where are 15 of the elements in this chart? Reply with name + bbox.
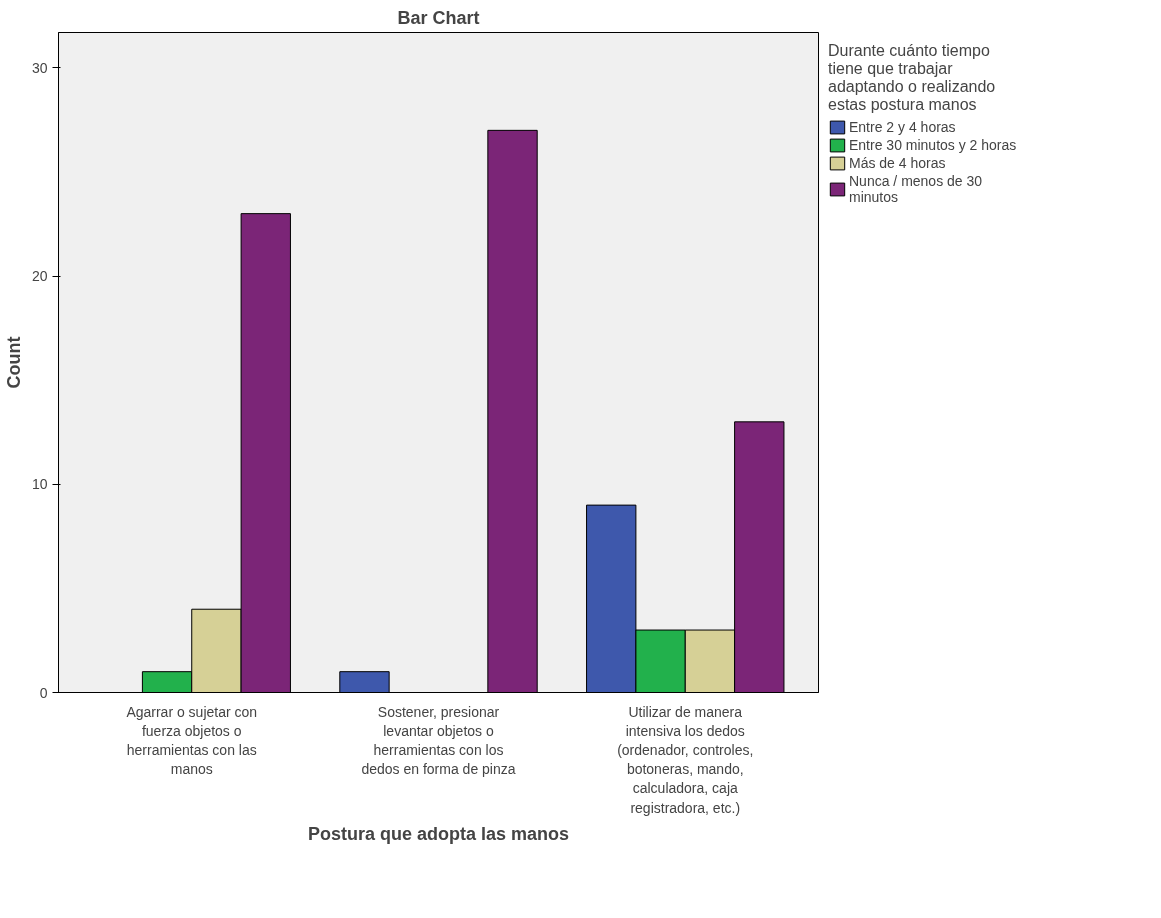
x-tick-label: Sostener, presionar levantar objetos o herramientas con los dedos en forma de pinza (361, 703, 516, 778)
x-tick-label: Agarrar o sujetar con fuerza objetos o herramientas con las manos (126, 703, 258, 778)
legend-label: Más de 4 horas (849, 155, 946, 171)
legend-title: Durante cuánto tiempo tiene que trabajar adaptando o realizando estas postura manos (828, 42, 997, 114)
y-tick-label: 0 (39, 684, 48, 701)
y-tick-label: 10 (31, 476, 48, 493)
chart-title: Bar Chart (397, 7, 480, 28)
y-axis-title: Count (3, 336, 24, 389)
y-tick-label: 30 (31, 59, 48, 76)
x-axis-title: Postura que adopta las manos (307, 823, 570, 844)
legend-label: Entre 30 minutos y 2 horas (849, 137, 1017, 153)
legend-label: Entre 2 y 4 horas (849, 119, 956, 135)
x-tick-label: Utilizar de manera intensiva los dedos (ordenador, controles, botoneras, mando, calculadora, caja registradora, etc.) (617, 703, 754, 816)
legend-label: Nunca / menos de 30 minutos (849, 173, 983, 205)
y-tick-label: 20 (31, 268, 48, 285)
